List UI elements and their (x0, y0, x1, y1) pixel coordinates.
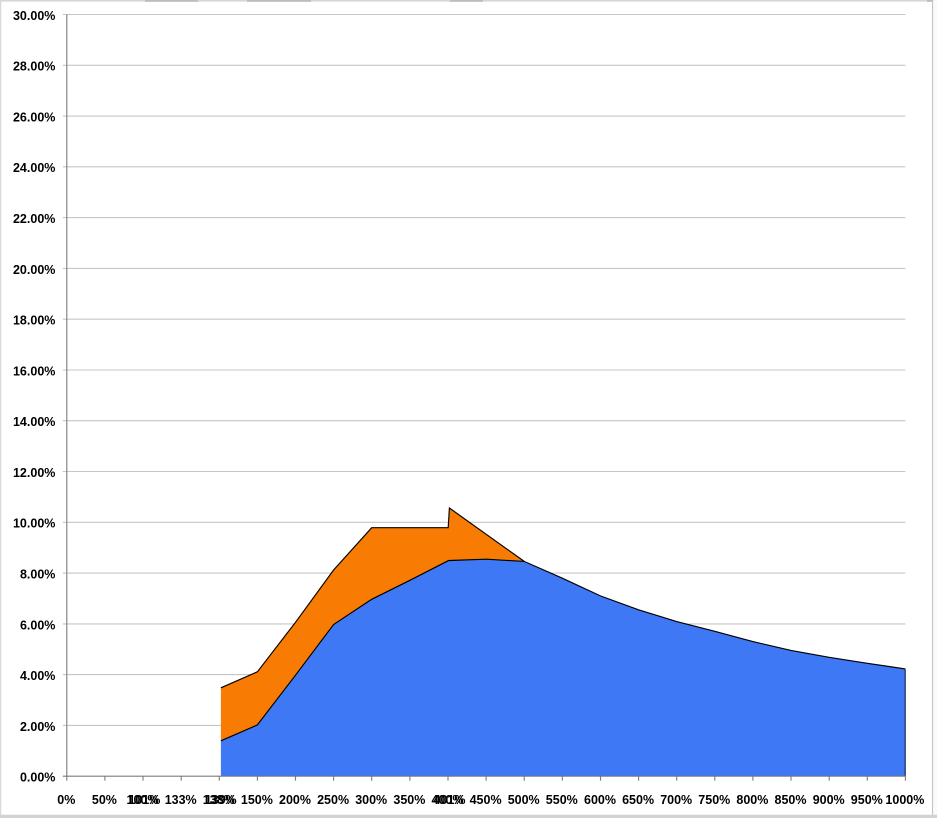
svg-text:30.00%: 30.00% (13, 9, 55, 23)
svg-text:18.00%: 18.00% (13, 314, 55, 328)
svg-text:500%: 500% (508, 793, 540, 807)
svg-text:14.00%: 14.00% (13, 415, 55, 429)
svg-text:4.00%: 4.00% (20, 669, 55, 683)
svg-text:28.00%: 28.00% (13, 60, 55, 74)
svg-text:10.00%: 10.00% (13, 517, 55, 531)
svg-text:1000%: 1000% (885, 793, 924, 807)
svg-text:300%: 300% (355, 793, 387, 807)
svg-text:401%: 401% (434, 793, 466, 807)
svg-text:650%: 650% (622, 793, 654, 807)
svg-text:250%: 250% (317, 793, 349, 807)
svg-text:0%: 0% (57, 793, 75, 807)
svg-text:22.00%: 22.00% (13, 212, 55, 226)
svg-text:700%: 700% (660, 793, 692, 807)
svg-text:950%: 950% (851, 793, 883, 807)
svg-text:138%: 138% (203, 793, 235, 807)
svg-text:600%: 600% (584, 793, 616, 807)
svg-text:100%: 100% (127, 793, 159, 807)
svg-text:850%: 850% (775, 793, 807, 807)
svg-text:400%: 400% (432, 793, 464, 807)
svg-text:139%: 139% (205, 793, 237, 807)
svg-text:24.00%: 24.00% (13, 161, 55, 175)
svg-text:800%: 800% (736, 793, 768, 807)
svg-text:450%: 450% (470, 793, 502, 807)
svg-text:750%: 750% (698, 793, 730, 807)
svg-text:6.00%: 6.00% (20, 618, 55, 632)
svg-text:101%: 101% (128, 793, 160, 807)
svg-text:550%: 550% (546, 793, 578, 807)
svg-text:0.00%: 0.00% (20, 771, 55, 785)
svg-text:150%: 150% (241, 793, 273, 807)
svg-text:133%: 133% (165, 793, 197, 807)
svg-text:2.00%: 2.00% (20, 720, 55, 734)
svg-text:50%: 50% (92, 793, 117, 807)
svg-text:16.00%: 16.00% (13, 364, 55, 378)
svg-text:12.00%: 12.00% (13, 466, 55, 480)
svg-text:20.00%: 20.00% (13, 263, 55, 277)
svg-text:26.00%: 26.00% (13, 111, 55, 125)
svg-text:350%: 350% (393, 793, 425, 807)
svg-text:8.00%: 8.00% (20, 568, 55, 582)
svg-text:200%: 200% (279, 793, 311, 807)
svg-text:900%: 900% (813, 793, 845, 807)
